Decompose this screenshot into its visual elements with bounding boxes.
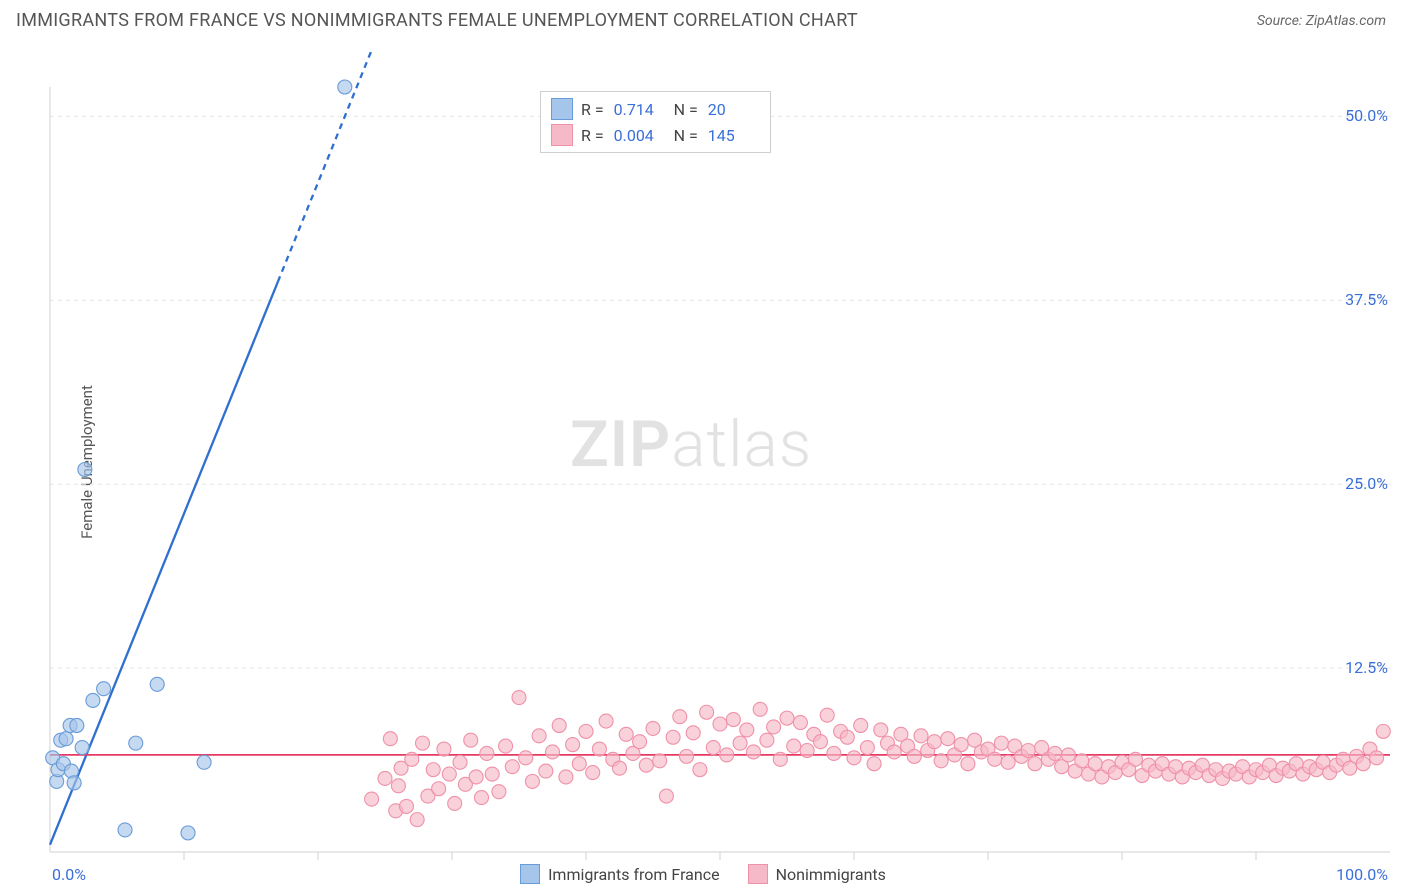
n-value: 20: [708, 100, 760, 119]
legend-label: Nonimmigrants: [776, 865, 886, 884]
r-label: R =: [581, 100, 604, 119]
legend-label: Immigrants from France: [548, 865, 720, 884]
chart-title: IMMIGRANTS FROM FRANCE VS NONIMMIGRANTS …: [16, 10, 858, 31]
correlation-row-0: R = 0.714 N = 20: [551, 96, 760, 122]
series-legend: Immigrants from France Nonimmigrants: [0, 864, 1406, 884]
ytick-3: 50.0%: [1345, 106, 1388, 125]
chart-source: Source: ZipAtlas.com: [1257, 13, 1386, 29]
n-label: N =: [674, 126, 698, 145]
chart-header: IMMIGRANTS FROM FRANCE VS NONIMMIGRANTS …: [0, 0, 1406, 37]
swatch-blue: [551, 98, 573, 120]
ytick-0: 12.5%: [1345, 658, 1388, 677]
legend-item-0: Immigrants from France: [520, 864, 720, 884]
scatter-chart: [0, 37, 1406, 887]
n-value: 145: [708, 126, 760, 145]
r-value: 0.714: [614, 100, 666, 119]
legend-item-1: Nonimmigrants: [748, 864, 886, 884]
chart-area: Female Unemployment ZIPatlas R = 0.714 N…: [0, 37, 1406, 887]
ytick-2: 37.5%: [1345, 290, 1388, 309]
r-label: R =: [581, 126, 604, 145]
ytick-1: 25.0%: [1345, 474, 1388, 493]
n-label: N =: [674, 100, 698, 119]
swatch-blue: [520, 864, 540, 884]
correlation-legend: R = 0.714 N = 20 R = 0.004 N = 145: [540, 91, 771, 153]
swatch-pink: [551, 124, 573, 146]
swatch-pink: [748, 864, 768, 884]
correlation-row-1: R = 0.004 N = 145: [551, 122, 760, 148]
r-value: 0.004: [614, 126, 666, 145]
